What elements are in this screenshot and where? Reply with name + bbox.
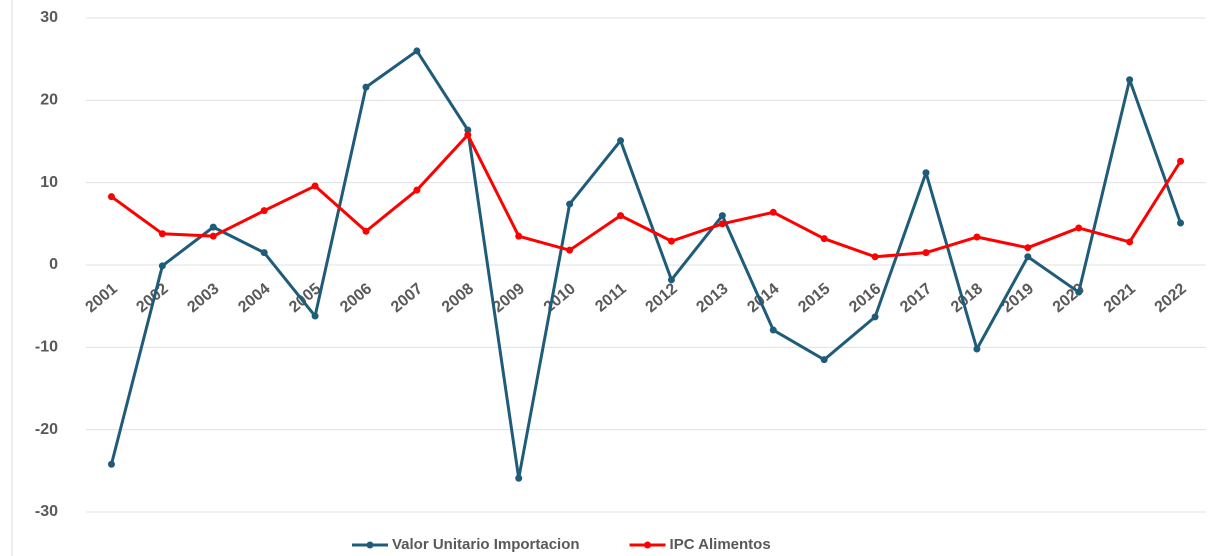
x-tick-label: 2001 (83, 280, 121, 316)
data-point (1177, 157, 1185, 165)
x-tick-label: 2015 (795, 280, 833, 316)
y-tick-label: -30 (35, 503, 58, 520)
data-point (566, 200, 574, 208)
x-tick-label: 2003 (184, 280, 222, 316)
data-point (209, 223, 217, 231)
data-point (1126, 76, 1134, 84)
data-point (566, 246, 574, 254)
x-tick-label: 2011 (592, 280, 630, 315)
data-point (107, 460, 115, 468)
data-point (413, 186, 421, 194)
data-point (413, 47, 421, 55)
data-point (667, 276, 675, 284)
data-point (769, 326, 777, 334)
data-point (362, 83, 370, 91)
legend-label: Valor Unitario Importacion (392, 536, 580, 553)
data-point (871, 253, 879, 261)
data-point (158, 230, 166, 238)
data-point (973, 233, 981, 241)
series-line (110, 133, 1182, 259)
x-tick-label: 2021 (1101, 280, 1139, 316)
x-tick-label: 2012 (643, 280, 681, 316)
data-point (464, 126, 472, 134)
x-tick-label: 2004 (235, 280, 273, 316)
data-point (922, 249, 930, 257)
legend-marker (366, 541, 374, 549)
y-tick-label: 0 (49, 256, 58, 273)
data-point (158, 262, 166, 270)
legend-label: IPC Alimentos (670, 536, 771, 553)
data-point (617, 137, 625, 145)
data-point (667, 237, 675, 245)
data-point (515, 474, 523, 482)
data-point (311, 312, 319, 320)
data-point (871, 313, 879, 321)
data-point (1024, 244, 1032, 252)
series-line (110, 49, 1182, 480)
data-point (1075, 224, 1083, 232)
legend-marker (644, 541, 652, 549)
data-point (311, 182, 319, 190)
data-point (107, 193, 115, 201)
data-point (820, 356, 828, 364)
data-point (617, 212, 625, 220)
data-point (260, 207, 268, 215)
data-point (1024, 253, 1032, 261)
data-point (718, 212, 726, 220)
data-point (769, 208, 777, 216)
data-point (1177, 219, 1185, 227)
y-tick-label: -20 (35, 421, 58, 438)
data-point (260, 249, 268, 257)
x-tick-label: 2010 (541, 280, 579, 316)
data-point (515, 232, 523, 240)
y-tick-label: 30 (40, 9, 58, 26)
x-tick-label: 2022 (1152, 280, 1190, 316)
x-tick-label: 2013 (693, 280, 731, 316)
data-point (464, 131, 472, 139)
data-point (718, 220, 726, 228)
data-point (209, 232, 217, 240)
data-point (1126, 238, 1134, 246)
x-tick-label: 2008 (439, 280, 477, 316)
x-tick-label: 2007 (388, 280, 426, 316)
y-tick-label: 20 (40, 92, 58, 109)
data-point (362, 227, 370, 235)
data-point (922, 169, 930, 177)
y-tick-label: -10 (35, 339, 58, 356)
x-tick-label: 2006 (337, 280, 375, 316)
y-tick-label: 10 (40, 174, 58, 191)
data-point (973, 345, 981, 353)
data-point (820, 235, 828, 243)
data-point (1075, 288, 1083, 296)
x-tick-label: 2017 (897, 280, 935, 316)
